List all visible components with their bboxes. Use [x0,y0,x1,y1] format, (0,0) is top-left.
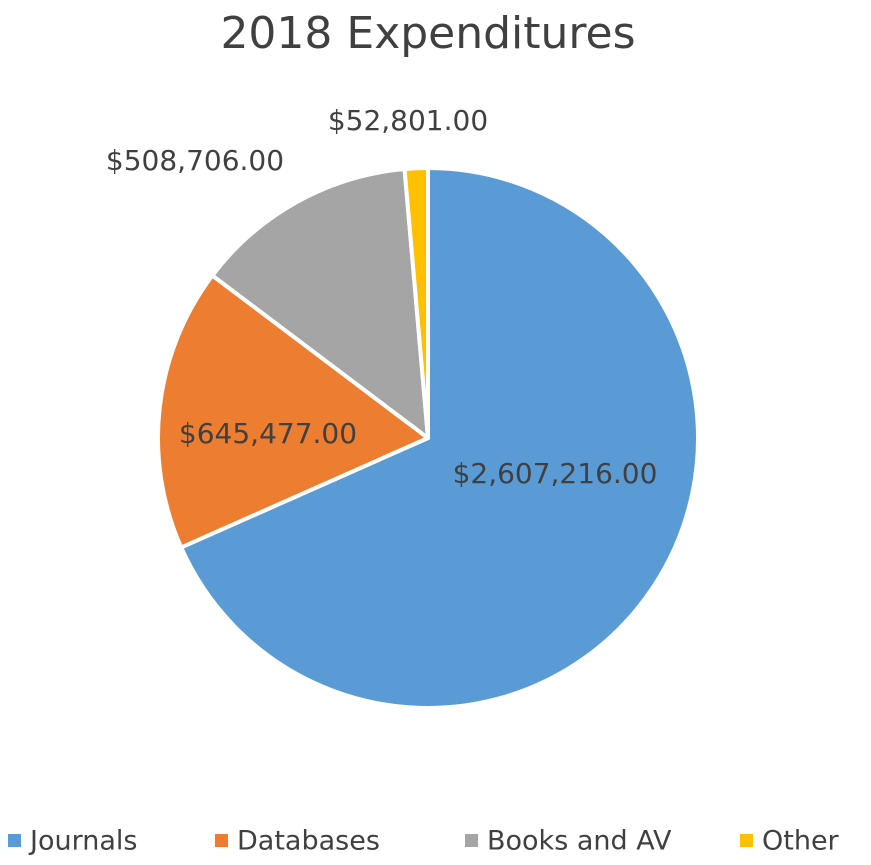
legend-swatch [465,834,478,847]
legend-label: Journals [28,826,137,857]
chart-title: 2018 Expenditures [220,8,635,59]
legend-swatch [215,834,228,847]
pie-slice [402,166,430,440]
legend-label: Other [762,826,840,857]
legend-swatch [8,834,21,847]
data-label: $2,607,216.00 [453,457,658,490]
legend-label: Databases [237,826,380,857]
data-label: $52,801.00 [328,104,488,137]
data-label: $508,706.00 [106,144,284,177]
pie-slice [179,166,700,710]
data-label: $645,477.00 [179,417,357,450]
pie-slice [210,167,430,440]
pie-slice [156,273,430,550]
legend-swatch [740,834,753,847]
legend-label: Books and AV [487,826,672,857]
